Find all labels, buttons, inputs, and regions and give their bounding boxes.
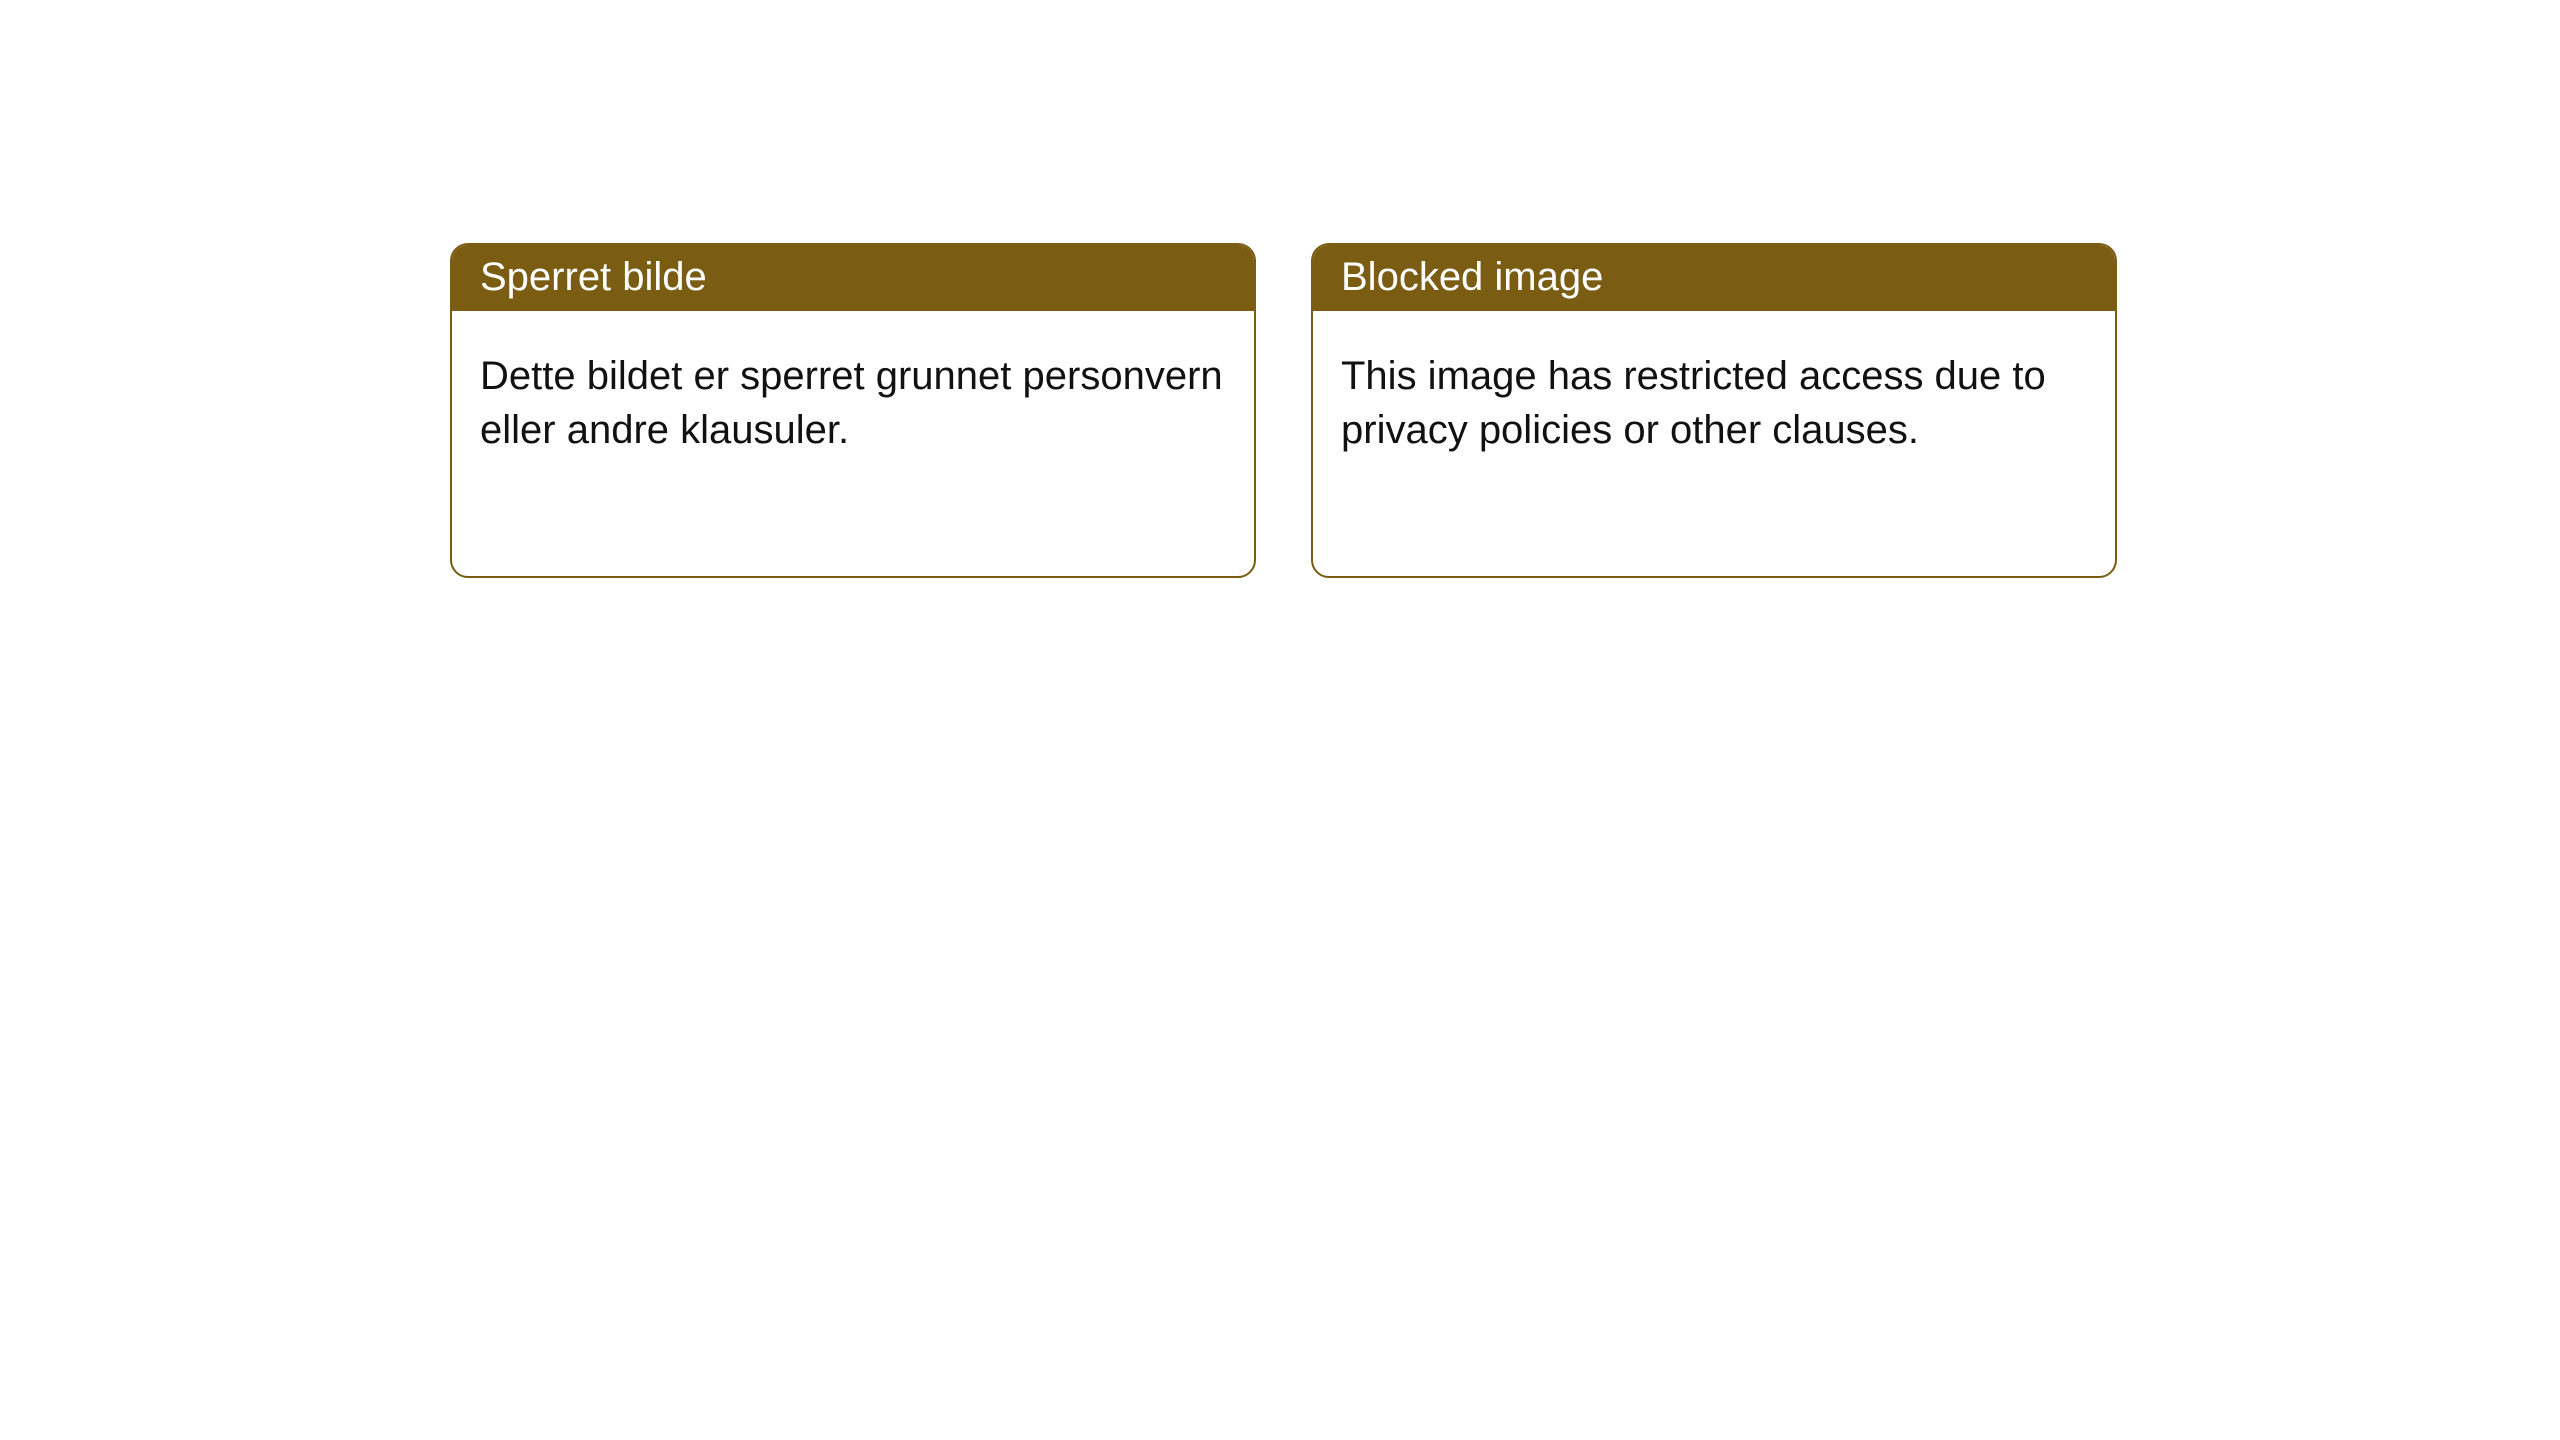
notice-body: This image has restricted access due to … xyxy=(1313,311,2115,477)
notice-header: Blocked image xyxy=(1313,245,2115,311)
notice-header: Sperret bilde xyxy=(452,245,1254,311)
notice-card-norwegian: Sperret bilde Dette bildet er sperret gr… xyxy=(450,243,1256,578)
notice-card-english: Blocked image This image has restricted … xyxy=(1311,243,2117,578)
notice-body: Dette bildet er sperret grunnet personve… xyxy=(452,311,1254,477)
notice-container: Sperret bilde Dette bildet er sperret gr… xyxy=(0,0,2560,578)
